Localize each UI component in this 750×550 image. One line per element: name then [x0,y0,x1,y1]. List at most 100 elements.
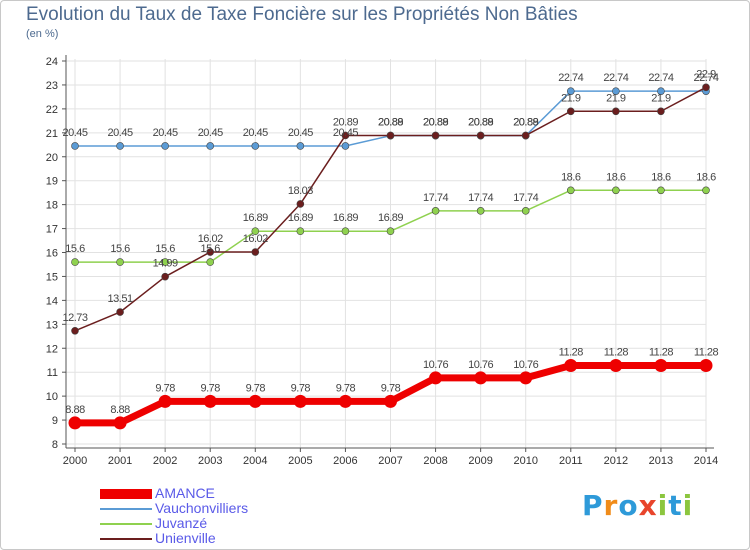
proxiti-logo: Proxiti [582,489,693,522]
x-tick-label: 2003 [198,455,222,467]
data-point-juvanz [431,207,440,215]
data-label-unienville: 20.89 [423,116,448,128]
data-label-vauchonvilliers: 20.45 [198,127,223,139]
data-point-unienville [657,107,665,116]
logo-letter: x [638,489,658,522]
legend-item-juvanze: Juvanzé [100,516,340,531]
data-label-juvanz: 15.6 [65,243,85,255]
logo-letter: i [682,489,694,522]
data-point-juvanz [116,258,124,266]
data-point-juvanz [702,186,710,195]
y-tick-label: 20 [46,152,58,164]
logo-letter: o [618,489,639,522]
data-point-juvanz [657,186,665,195]
data-label-juvanz: 16.89 [378,212,403,224]
data-label-unienville: 20.89 [378,116,403,128]
y-tick-label: 23 [46,80,58,92]
data-label-unienville: 16.02 [198,233,223,245]
y-tick-label: 24 [46,56,58,68]
y-tick-label: 21 [46,128,58,140]
logo-letter: P [582,489,604,522]
data-label-juvanz: 18.6 [696,171,716,183]
data-point-amance [429,371,443,385]
data-point-juvanz [296,227,305,235]
data-point-amance [68,416,82,430]
x-tick-label: 2002 [153,455,177,467]
data-label-unienville: 20.89 [333,116,358,128]
data-point-vauchonvilliers [251,142,260,150]
data-point-juvanz [206,258,215,266]
data-label-amance: 11.28 [649,346,674,358]
data-label-juvanz: 17.74 [423,192,448,204]
data-label-amance: 11.28 [559,346,584,358]
y-tick-label: 14 [46,295,58,307]
data-label-juvanz: 18.6 [606,171,626,183]
data-point-amance [609,358,623,372]
data-label-juvanz: 15.6 [201,243,221,255]
data-point-vauchonvilliers [71,142,79,150]
data-label-vauchonvilliers: 22.74 [648,72,673,84]
x-tick-label: 2005 [288,455,312,467]
data-label-vauchonvilliers: 20.45 [108,127,133,139]
data-label-amance: 9.78 [336,382,356,394]
y-tick-label: 10 [46,391,58,403]
data-label-unienville: 21.9 [561,92,581,104]
data-point-juvanz [566,186,575,195]
x-tick-label: 2014 [694,455,718,467]
data-label-amance: 9.78 [201,382,221,394]
y-tick-label: 13 [46,319,58,331]
data-label-amance: 8.88 [110,404,130,416]
data-point-unienville [161,272,169,281]
data-point-juvanz [476,207,485,215]
data-point-unienville [116,308,124,316]
x-tick-label: 2004 [243,455,267,467]
data-label-amance: 9.78 [155,382,175,394]
data-label-vauchonvilliers: 22.74 [603,72,628,84]
data-label-unienville: 16.02 [243,233,268,245]
data-point-unienville [702,83,710,92]
legend-swatch-amance [100,489,152,499]
data-point-unienville [521,131,530,140]
data-label-amance: 9.78 [381,382,401,394]
data-label-vauchonvilliers: 20.45 [288,127,313,139]
legend-swatch-unienville [100,538,152,540]
legend-item-unienville: Unienville [100,531,340,546]
data-label-juvanz: 18.6 [561,171,581,183]
legend: AMANCE Vauchonvilliers Juvanzé Unienvill… [100,486,340,546]
y-tick-label: 11 [47,367,58,379]
data-point-vauchonvilliers [296,142,305,150]
data-label-juvanz: 15.6 [110,243,130,255]
x-tick-label: 2009 [468,455,492,467]
data-point-amance [654,358,668,372]
data-label-amance: 9.78 [246,382,266,394]
data-point-vauchonvilliers [612,87,620,95]
data-label-vauchonvilliers: 20.45 [153,127,178,139]
data-label-amance: 8.88 [65,404,85,416]
data-point-amance [158,394,172,408]
data-point-unienville [296,200,305,208]
data-point-vauchonvilliers [161,142,169,150]
data-label-amance: 11.28 [604,346,629,358]
x-tick-label: 2007 [378,455,402,467]
data-point-vauchonvilliers [566,87,575,95]
data-point-juvanz [251,227,260,235]
data-label-unienville: 12.73 [62,312,87,324]
data-label-vauchonvilliers: 20.45 [243,127,268,139]
data-label-unienville: 20.89 [513,116,538,128]
legend-label-unienville: Unienville [155,530,216,546]
legend-swatch-vauchonvilliers [100,508,152,510]
legend-swatch-juvanze [100,523,152,525]
legend-label-amance: AMANCE [155,485,215,501]
data-label-unienville: 20.89 [468,116,493,128]
data-point-unienville [431,131,440,140]
data-label-unienville: 13.51 [108,293,133,305]
data-label-juvanz: 16.89 [333,212,358,224]
y-tick-label: 19 [46,176,58,188]
data-label-amance: 9.78 [291,382,311,394]
x-tick-label: 2012 [604,455,628,467]
x-tick-label: 2011 [559,455,583,467]
data-point-juvanz [612,186,620,195]
data-label-vauchonvilliers: 20.88 [378,117,403,129]
y-tick-label: 9 [52,415,58,427]
data-label-juvanz: 17.74 [468,192,493,204]
